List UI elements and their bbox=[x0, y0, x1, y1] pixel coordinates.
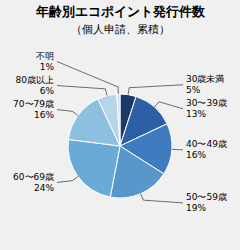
data-label: 19% bbox=[186, 203, 206, 213]
leader-line bbox=[128, 85, 183, 95]
data-label: 13% bbox=[186, 109, 206, 119]
category-label: 40〜49歳 bbox=[186, 139, 227, 149]
category-label: 50〜59歳 bbox=[186, 192, 227, 202]
category-label: 80歳以上 bbox=[16, 75, 54, 85]
data-label: 1% bbox=[40, 62, 55, 72]
category-label: 不明 bbox=[36, 51, 54, 61]
pie: 30歳未満5%30〜39歳13%40〜49歳16%50〜59歳19%60〜69歳… bbox=[13, 51, 227, 213]
subtitle: （個人申請、累積） bbox=[71, 23, 170, 36]
leader-line bbox=[172, 149, 183, 151]
data-label: 24% bbox=[34, 183, 54, 193]
leader-line bbox=[57, 86, 107, 96]
category-label: 30歳未満 bbox=[186, 74, 224, 84]
chart: 年齢別エコポイント発行件数 （個人申請、累積） 30歳未満5% 30〜39歳13% 40… bbox=[0, 0, 240, 250]
data-label: 5% bbox=[186, 85, 201, 95]
leader-line bbox=[141, 194, 183, 203]
leader-line bbox=[57, 62, 118, 94]
leader-line bbox=[57, 110, 78, 116]
title: 年齢別エコポイント発行件数 bbox=[35, 4, 206, 19]
leader-line bbox=[57, 177, 78, 183]
category-label: 70〜79歳 bbox=[13, 99, 54, 109]
category-label: 30〜39歳 bbox=[186, 98, 227, 108]
pie-slice bbox=[117, 94, 120, 146]
data-label: 16% bbox=[186, 150, 206, 160]
pie-slice bbox=[98, 94, 120, 146]
data-label: 6% bbox=[40, 86, 55, 96]
category-label: 60〜69歳 bbox=[13, 172, 54, 182]
data-label: 16% bbox=[34, 110, 54, 120]
pie-slice bbox=[68, 139, 120, 197]
leader-line bbox=[154, 102, 183, 109]
